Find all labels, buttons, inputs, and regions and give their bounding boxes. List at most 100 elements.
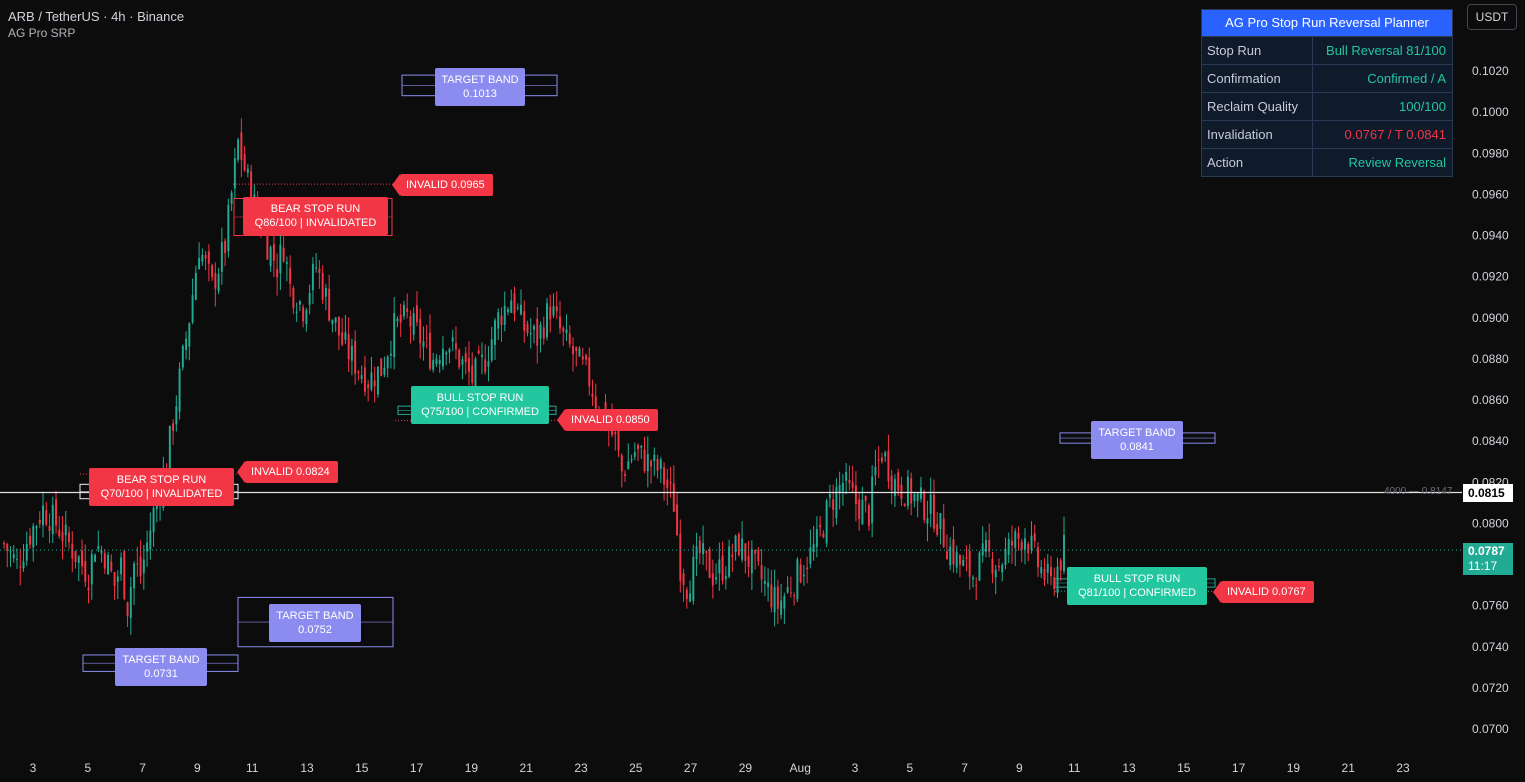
- candle-body: [61, 531, 64, 542]
- candle-body: [370, 372, 373, 390]
- target-band-label[interactable]: TARGET BAND 0.1013: [435, 68, 525, 106]
- candle-body: [471, 365, 474, 383]
- bull-stop-run-label[interactable]: BULL STOP RUN Q75/100 | CONFIRMED: [411, 386, 549, 424]
- y-tick-label: 0.0840: [1472, 434, 1509, 448]
- candle-body: [185, 338, 188, 351]
- candle-body: [523, 311, 526, 331]
- candle-body: [126, 602, 129, 616]
- candle-body: [767, 582, 770, 588]
- candle-body: [71, 543, 74, 559]
- candle-body: [828, 494, 831, 498]
- candle-body: [614, 432, 617, 435]
- candle-body: [55, 499, 57, 526]
- candle-body: [386, 356, 389, 369]
- candle-body: [211, 265, 214, 277]
- candle-body: [591, 393, 594, 397]
- candle-body: [285, 262, 288, 264]
- candle-body: [1017, 533, 1020, 540]
- candle-body: [194, 272, 197, 300]
- candle-body: [94, 554, 97, 562]
- x-tick-label: 23: [1396, 761, 1410, 775]
- candle-body: [38, 519, 41, 524]
- candle-body: [773, 587, 776, 613]
- target-band-label[interactable]: TARGET BAND 0.0731: [115, 648, 207, 686]
- candle-body: [1011, 540, 1013, 546]
- candle-body: [594, 396, 597, 409]
- chart-header: ARB / TetherUS · 4h · Binance AG Pro SRP: [8, 8, 184, 42]
- symbol-title[interactable]: ARB / TetherUS · 4h · Binance: [8, 9, 185, 24]
- indicator-name[interactable]: AG Pro SRP: [8, 26, 76, 40]
- candle-body: [272, 244, 275, 261]
- candle-body: [376, 366, 379, 395]
- candle-body: [311, 263, 314, 291]
- candle-body: [201, 254, 204, 262]
- candle-body: [477, 350, 480, 354]
- candle-body: [1027, 543, 1030, 554]
- candle-body: [692, 556, 695, 601]
- candle-body: [412, 313, 415, 335]
- candle-body: [588, 357, 591, 387]
- bear-stop-run-label[interactable]: BEAR STOP RUN Q70/100 | INVALIDATED: [89, 468, 234, 506]
- x-tick-label: 9: [1016, 761, 1023, 775]
- candle-body: [575, 347, 578, 352]
- candle-body: [656, 459, 659, 471]
- planner-row: Invalidation 0.0767 / T 0.0841: [1202, 120, 1452, 148]
- candle-body: [936, 524, 939, 535]
- candle-body: [871, 476, 874, 524]
- invalid-label[interactable]: INVALID 0.0965: [392, 174, 493, 196]
- candle-body: [321, 272, 324, 300]
- candle-body: [978, 552, 981, 581]
- candle-body: [250, 171, 253, 210]
- currency-button[interactable]: USDT: [1467, 4, 1517, 30]
- planner-row-label: Reclaim Quality: [1202, 93, 1313, 120]
- candle-body: [448, 349, 451, 353]
- x-tick-label: 21: [1342, 761, 1356, 775]
- candle-body: [461, 359, 464, 365]
- candle-body: [799, 564, 802, 583]
- label-line: 0.0731: [144, 668, 178, 680]
- target-band-label[interactable]: TARGET BAND 0.0841: [1091, 421, 1183, 459]
- candle-body: [409, 316, 412, 327]
- candle-body: [441, 348, 444, 367]
- x-tick-label: 11: [246, 761, 259, 775]
- planner-row: Stop Run Bull Reversal 81/100: [1202, 36, 1452, 64]
- candle-body: [341, 332, 344, 345]
- candle-body: [191, 295, 194, 323]
- bull-stop-run-label[interactable]: BULL STOP RUN Q81/100 | CONFIRMED: [1067, 567, 1207, 605]
- candle-body: [373, 380, 376, 387]
- planner-row: Action Review Reversal: [1202, 148, 1452, 176]
- planner-row-value: 100/100: [1399, 99, 1446, 114]
- invalid-label[interactable]: INVALID 0.0824: [237, 461, 338, 483]
- candle-body: [962, 560, 965, 566]
- candle-body: [705, 550, 708, 553]
- candle-body: [945, 551, 948, 560]
- candle-body: [672, 483, 675, 512]
- candle-body: [500, 315, 503, 326]
- candle-body: [289, 267, 292, 284]
- target-band-label[interactable]: TARGET BAND 0.0752: [269, 604, 361, 642]
- x-tick-label: 17: [1232, 761, 1246, 775]
- candle-body: [1056, 566, 1059, 593]
- label-line: BULL STOP RUN: [1093, 573, 1181, 585]
- candle-body: [682, 573, 685, 586]
- planner-row-label: Invalidation: [1202, 121, 1313, 148]
- candle-body: [617, 430, 620, 451]
- candle-body: [734, 535, 737, 552]
- candle-body: [783, 595, 786, 609]
- candle-body: [533, 326, 535, 330]
- label-line: Q81/100 | CONFIRMED: [1078, 587, 1196, 599]
- candle-body: [435, 358, 438, 364]
- y-tick-label: 0.1000: [1472, 105, 1509, 119]
- invalid-label[interactable]: INVALID 0.0767: [1213, 581, 1314, 603]
- bear-stop-run-label[interactable]: BEAR STOP RUN Q86/100 | INVALIDATED: [243, 197, 388, 235]
- candle-body: [16, 558, 18, 560]
- candle-body: [867, 505, 870, 526]
- invalid-label[interactable]: INVALID 0.0850: [557, 409, 658, 431]
- candle-body: [890, 475, 893, 491]
- candle-body: [464, 353, 467, 363]
- candle-body: [923, 492, 926, 520]
- candle-body: [562, 327, 565, 332]
- candle-body: [666, 479, 669, 489]
- x-tick-label: 15: [355, 761, 369, 775]
- x-tick-label: 27: [684, 761, 698, 775]
